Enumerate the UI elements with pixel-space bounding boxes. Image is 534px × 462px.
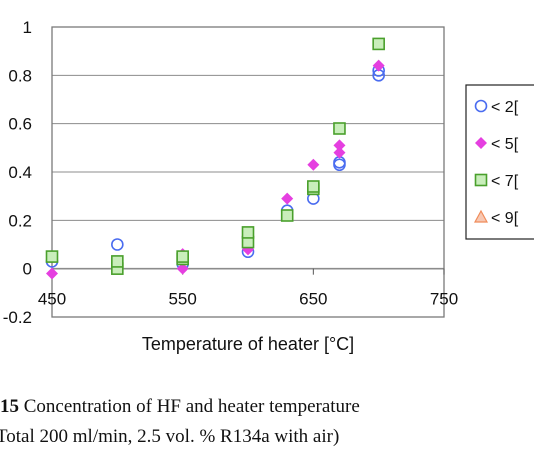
legend-label: < 9[ bbox=[491, 210, 519, 227]
figure-caption-line-2: Total 200 ml/min, 2.5 vol. % R134a with … bbox=[0, 426, 340, 447]
y-tick-label: 0.4 bbox=[8, 163, 32, 182]
x-axis-title: Temperature of heater [°C] bbox=[142, 334, 354, 354]
data-point-circle bbox=[111, 238, 124, 251]
legend-marker-triangle bbox=[473, 209, 489, 223]
x-tick-labels: 450 550 650 750 bbox=[38, 268, 458, 309]
data-point-square bbox=[280, 209, 294, 222]
figure-caption-text: Concentration of HF and heater temperatu… bbox=[19, 396, 360, 417]
legend-marker-diamond bbox=[475, 137, 487, 149]
y-tick-label: 0.8 bbox=[8, 66, 32, 85]
y-tick-label: 0.6 bbox=[8, 115, 32, 134]
y-tick-label: -0.2 bbox=[3, 308, 32, 327]
x-tick-label: 750 bbox=[430, 290, 458, 309]
data-point-square bbox=[241, 226, 255, 239]
data-point-diamond bbox=[176, 262, 189, 275]
data-point-diamond bbox=[281, 192, 294, 205]
x-tick-label: 450 bbox=[38, 290, 66, 309]
x-tick-label: 650 bbox=[299, 290, 327, 309]
data-point-diamond bbox=[46, 267, 58, 280]
legend: < 2[ < 5[ < 7[ < 9[ bbox=[465, 84, 534, 240]
data-point-diamond bbox=[333, 146, 346, 159]
legend-marker-circle bbox=[474, 99, 488, 113]
figure-caption-line-1: 15 Concentration of HF and heater temper… bbox=[0, 396, 360, 418]
data-point-diamond bbox=[333, 139, 346, 152]
plot-border bbox=[51, 26, 445, 318]
data-point-square bbox=[111, 255, 124, 268]
legend-label: < 2[ bbox=[491, 99, 519, 116]
y-tick-label: 1 bbox=[23, 18, 32, 37]
data-point-square bbox=[176, 250, 189, 263]
y-tick-label: 0 bbox=[23, 260, 32, 279]
data-point-square bbox=[307, 180, 320, 193]
data-point-diamond bbox=[372, 59, 385, 72]
legend-label: < 7[ bbox=[491, 173, 519, 190]
data-points bbox=[45, 37, 385, 280]
figure-number: 15 bbox=[0, 396, 19, 417]
y-tick-label: 0.2 bbox=[8, 211, 32, 230]
plot-frame bbox=[51, 26, 445, 318]
legend-label: < 5[ bbox=[491, 136, 519, 153]
y-tick-labels: 1 0.8 0.6 0.4 0.2 0 -0.2 bbox=[3, 18, 32, 327]
x-tick-label: 550 bbox=[168, 290, 196, 309]
data-point-square bbox=[45, 250, 59, 263]
data-point-diamond bbox=[307, 158, 320, 171]
data-point-square bbox=[333, 122, 346, 135]
legend-marker-square bbox=[474, 173, 488, 187]
data-point-square bbox=[372, 37, 385, 51]
